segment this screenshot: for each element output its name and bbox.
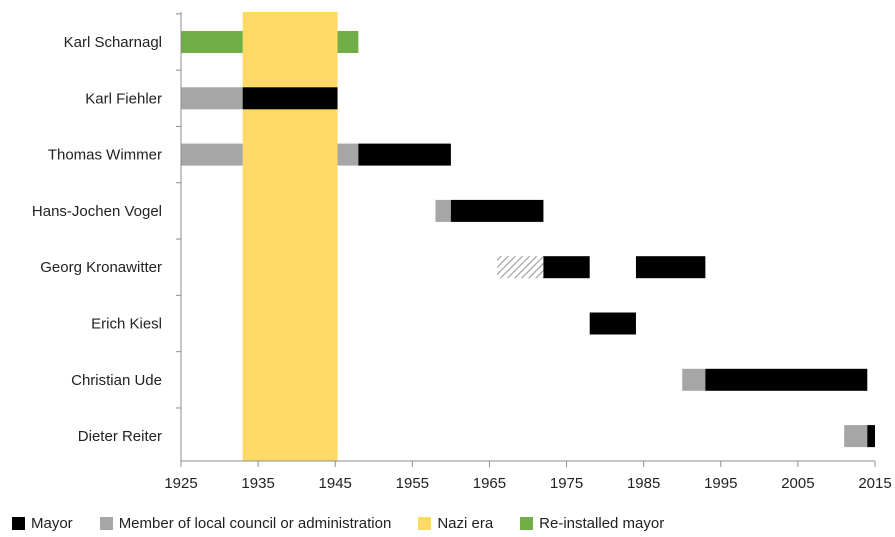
person-label: Thomas Wimmer bbox=[48, 147, 162, 164]
legend-label-mayor: Mayor bbox=[31, 514, 73, 532]
x-tick-label: 1965 bbox=[473, 475, 506, 492]
person-label: Christian Ude bbox=[71, 372, 162, 389]
legend-item-council: Member of local council or administratio… bbox=[99, 514, 392, 532]
bar-mayor bbox=[543, 256, 590, 279]
person-label: Karl Fiehler bbox=[85, 90, 162, 107]
legend-label-council: Member of local council or administratio… bbox=[118, 514, 392, 532]
bar-reinstalled bbox=[337, 31, 359, 53]
axes-layer bbox=[176, 12, 876, 467]
legend-swatch-mayor bbox=[12, 516, 25, 530]
x-tick-label: 1955 bbox=[396, 475, 429, 492]
bar-council bbox=[337, 143, 359, 166]
legend-label-nazi-era: Nazi era bbox=[437, 514, 494, 532]
x-tick-label: 1935 bbox=[241, 475, 274, 492]
bar-mayor bbox=[635, 256, 706, 279]
bar-reinstalled bbox=[181, 31, 243, 53]
bar-mayor bbox=[589, 312, 636, 335]
x-tick-label: 2005 bbox=[781, 475, 814, 492]
legend-label-reinstalled: Re-installed mayor bbox=[539, 514, 665, 532]
bar-hatched bbox=[497, 256, 544, 279]
legend: Mayor Member of local council or adminis… bbox=[12, 513, 691, 533]
x-tick-label: 1925 bbox=[164, 475, 197, 492]
legend-swatch-nazi-era bbox=[418, 516, 432, 530]
nazi-era-band bbox=[242, 12, 338, 461]
bar-mayor bbox=[242, 87, 338, 110]
bar-mayor bbox=[705, 368, 868, 391]
timeline-chart: Karl Scharnagl Karl Fiehler Thomas Wimmer H… bbox=[32, 12, 892, 492]
person-label: Georg Kronawitter bbox=[40, 259, 162, 276]
bar-council bbox=[682, 368, 706, 391]
bar-council bbox=[181, 87, 243, 110]
x-tick-label: 1975 bbox=[550, 475, 583, 492]
person-label: Erich Kiesl bbox=[91, 316, 162, 333]
legend-swatch-council bbox=[99, 516, 113, 530]
legend-swatch-reinstalled bbox=[520, 516, 534, 530]
x-tick-label: 1945 bbox=[319, 475, 352, 492]
x-tick-label: 1985 bbox=[627, 475, 660, 492]
legend-item-mayor: Mayor bbox=[12, 515, 73, 532]
x-tick-label: 2015 bbox=[858, 475, 891, 492]
bar-council bbox=[181, 143, 243, 166]
bar-council bbox=[844, 425, 868, 448]
person-labels: Karl Scharnagl Karl Fiehler Thomas Wimmer H… bbox=[32, 34, 162, 445]
legend-item-reinstalled: Re-installed mayor bbox=[520, 515, 664, 532]
x-tick-labels: 1925 1935 1945 1955 1965 1975 1985 1995 2005 2015 bbox=[164, 475, 891, 492]
legend-item-nazi-era: Nazi era bbox=[418, 515, 493, 532]
nazi-era-band-layer bbox=[242, 12, 338, 461]
bars-layer bbox=[181, 31, 875, 448]
bar-council bbox=[435, 199, 451, 222]
x-tick-label: 1995 bbox=[704, 475, 737, 492]
person-label: Dieter Reiter bbox=[78, 428, 162, 445]
bar-mayor bbox=[358, 143, 451, 166]
person-label: Hans-Jochen Vogel bbox=[32, 203, 162, 220]
bar-mayor bbox=[867, 425, 875, 448]
person-label: Karl Scharnagl bbox=[64, 34, 162, 51]
bar-mayor bbox=[450, 199, 544, 222]
